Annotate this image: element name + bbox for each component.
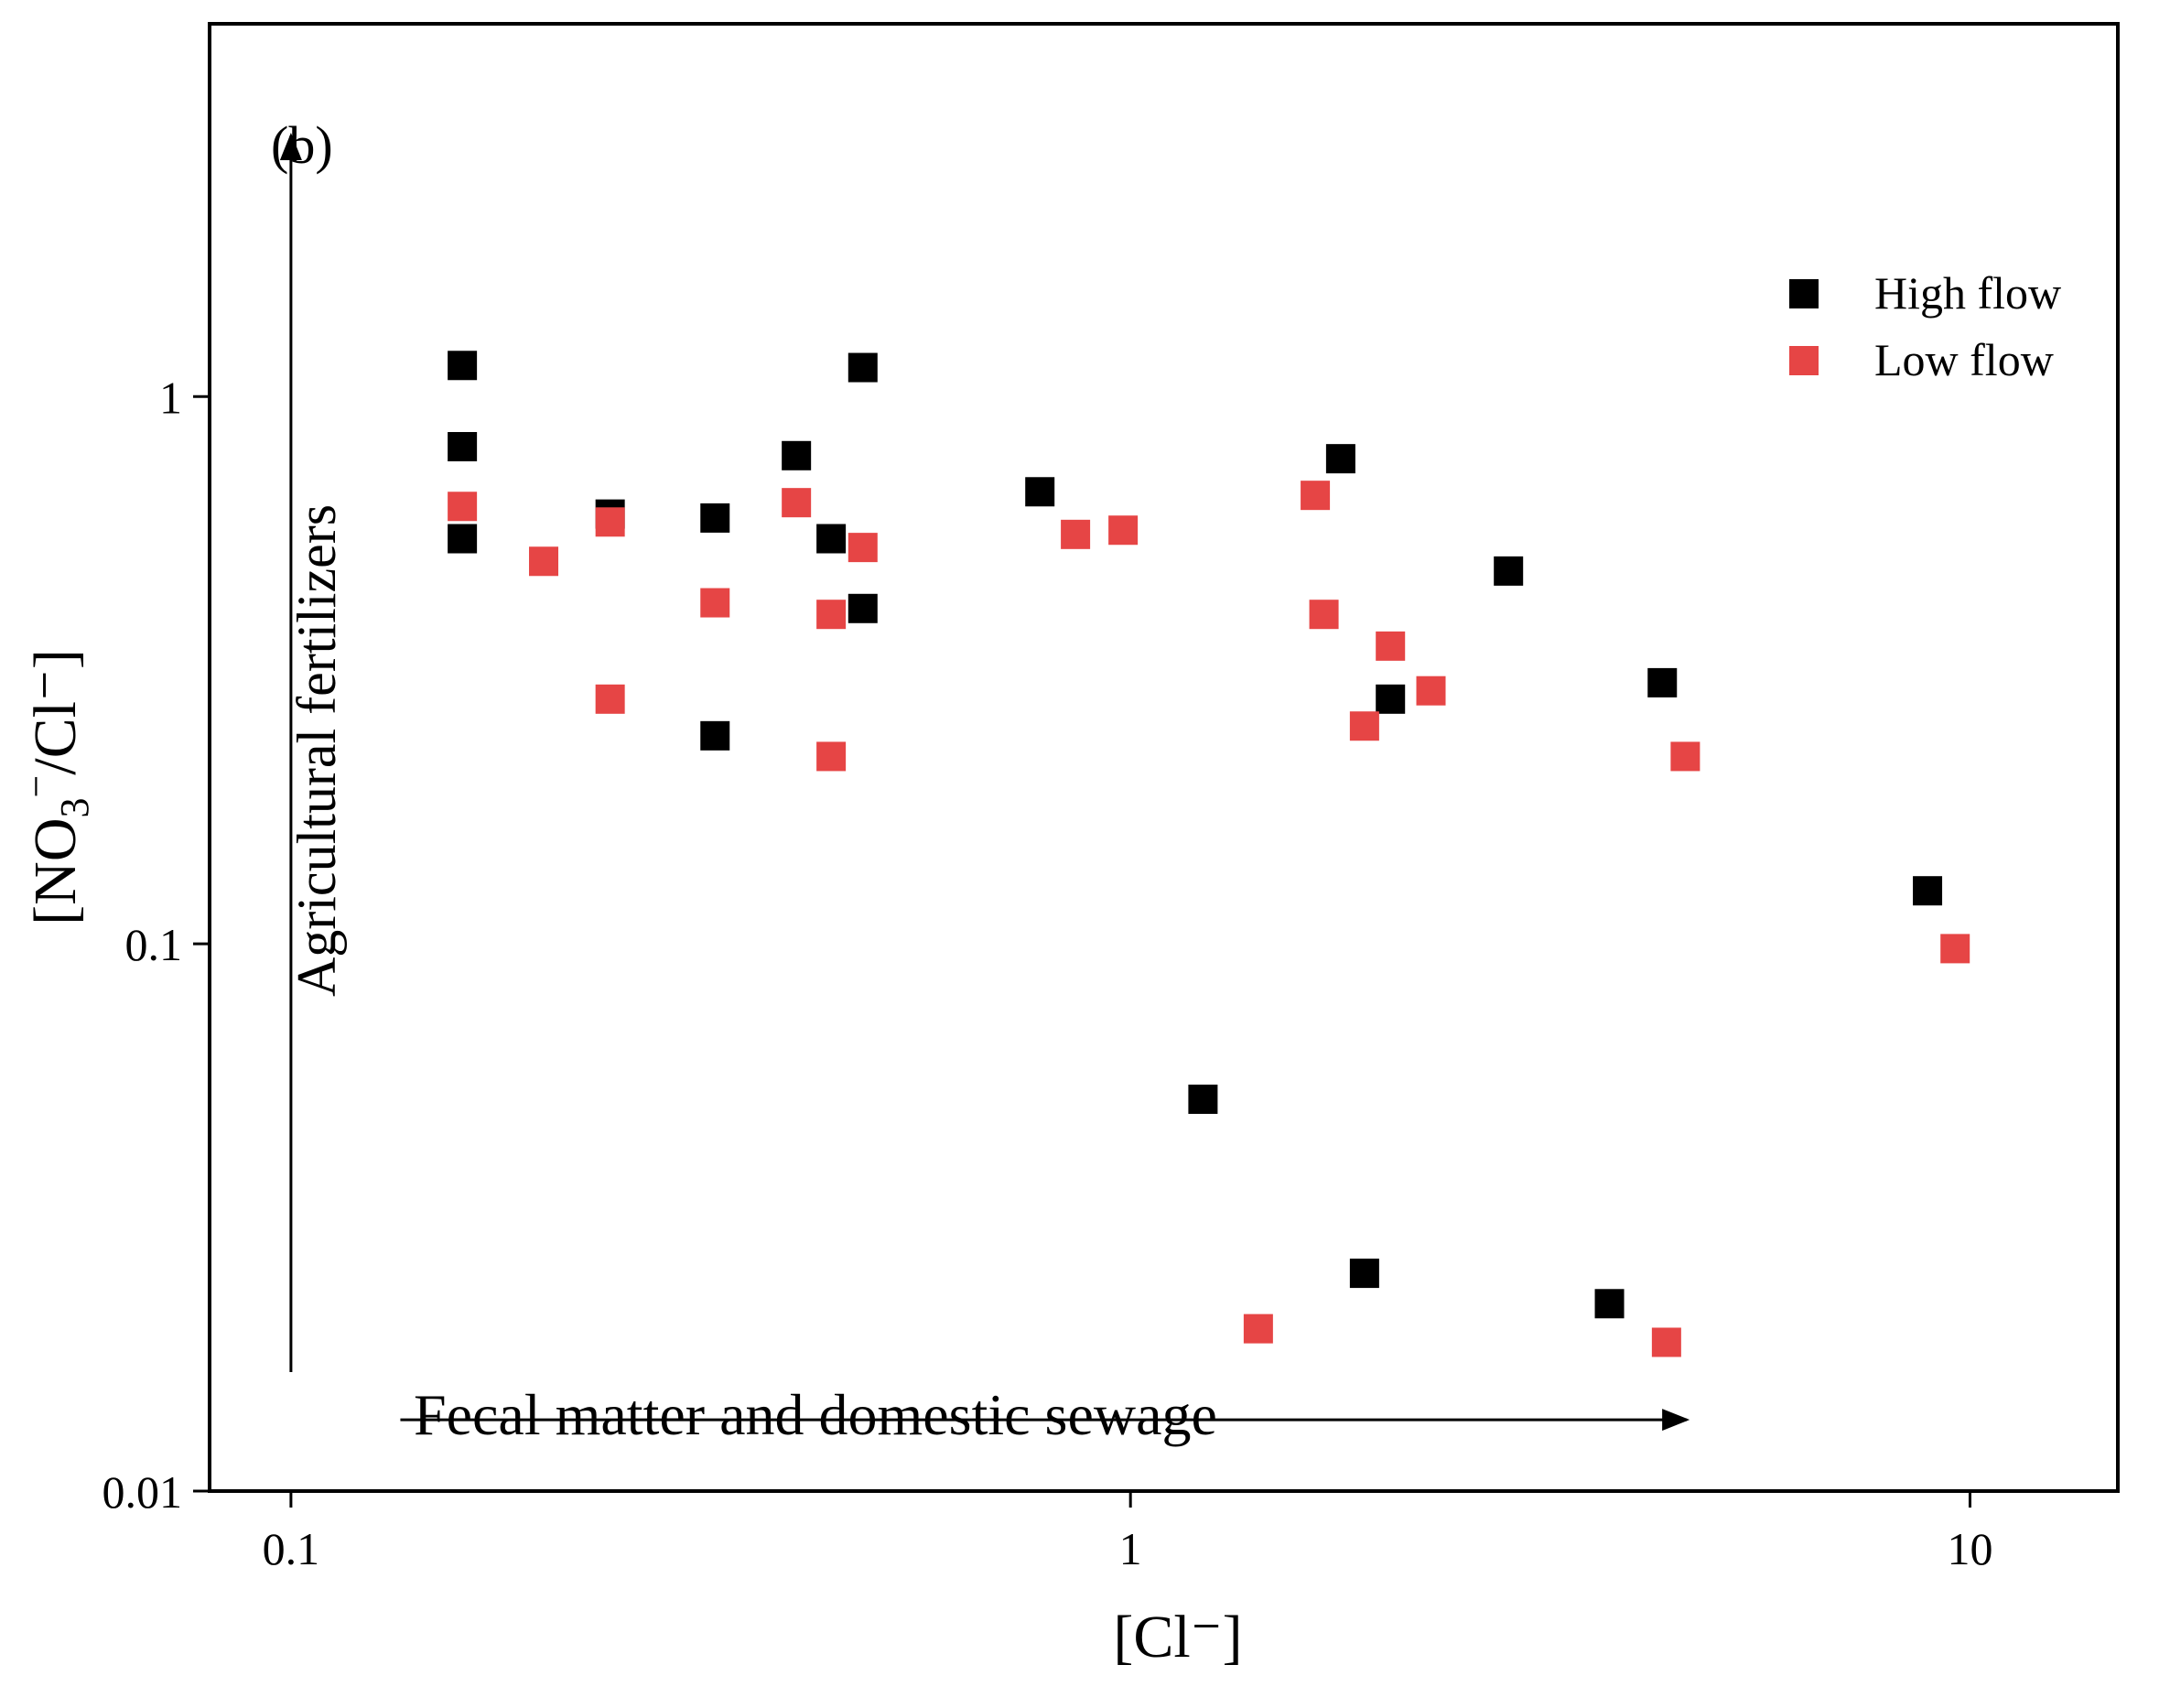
data-point-low-flow [1349,711,1379,741]
y-axis-label-subscript: 3 [52,798,97,818]
data-point-high-flow [1376,684,1406,714]
data-point-low-flow [816,600,847,630]
data-point-high-flow [1025,477,1055,507]
data-point-low-flow [1309,600,1339,630]
data-point-low-flow [1061,519,1091,549]
data-point-high-flow [816,524,847,554]
data-points [448,351,1970,1357]
legend: High flow Low flow [1789,267,2061,385]
data-point-low-flow [816,741,847,772]
data-point-high-flow [1325,444,1355,474]
annotation-agricultural: Agricultural fertilizers [279,133,347,1372]
data-point-high-flow [847,352,878,383]
data-point-high-flow [1188,1084,1218,1114]
data-point-low-flow [529,546,559,577]
y-axis-label: [NO3−/Cl⁻] [14,649,97,925]
panel-label: (b) [271,115,333,175]
agricultural-fertilizers-label: Agricultural fertilizers [286,504,347,997]
annotation-fecal: Fecal matter and domestic sewage [400,1382,1690,1447]
data-point-high-flow [448,351,478,381]
x-tick-label: 10 [1947,1523,1992,1574]
y-axis-label-superscript: − [14,775,59,798]
data-point-high-flow [448,431,478,461]
data-point-low-flow [782,488,812,518]
data-point-low-flow [1376,631,1406,661]
data-point-high-flow [782,440,812,470]
data-point-low-flow [1651,1327,1681,1357]
data-point-low-flow [700,588,730,618]
data-point-low-flow [595,507,625,537]
data-point-low-flow [1108,515,1139,546]
data-point-high-flow [1349,1259,1379,1289]
x-axis-label: [Cl⁻] [1113,1604,1242,1670]
y-axis-label-open: [NO [22,818,89,925]
legend-label-high-flow: High flow [1874,267,2061,319]
data-point-high-flow [700,503,730,533]
data-point-low-flow [595,684,625,714]
data-point-high-flow [847,593,878,623]
plot-frame [208,22,2120,1493]
data-point-high-flow [1913,876,1943,906]
y-axis-ticks: 0.01 0.1 1 [103,372,210,1518]
y-axis-label-close: /Cl⁻] [22,649,89,775]
x-tick-label: 0.1 [263,1523,320,1574]
legend-marker-high-flow [1789,279,1819,308]
fecal-sewage-label: Fecal matter and domestic sewage [414,1382,1217,1447]
data-point-low-flow [448,492,478,522]
data-point-low-flow [1416,676,1446,706]
legend-marker-low-flow [1789,346,1819,375]
data-point-low-flow [1301,481,1331,511]
x-axis-ticks: 0.1 1 10 [263,1491,1992,1574]
y-tick-label: 0.1 [125,919,183,970]
y-tick-label: 0.01 [103,1466,183,1518]
data-point-low-flow [847,533,878,563]
data-point-high-flow [700,720,730,751]
data-point-low-flow [1243,1313,1273,1344]
data-point-high-flow [1594,1289,1625,1319]
legend-label-low-flow: Low flow [1874,334,2054,385]
data-point-low-flow [1940,934,1970,964]
data-point-high-flow [1647,667,1678,697]
y-tick-label: 1 [159,372,182,423]
data-point-high-flow [1494,556,1524,586]
data-point-high-flow [448,524,478,554]
x-tick-label: 1 [1119,1523,1142,1574]
data-point-low-flow [1670,741,1700,772]
